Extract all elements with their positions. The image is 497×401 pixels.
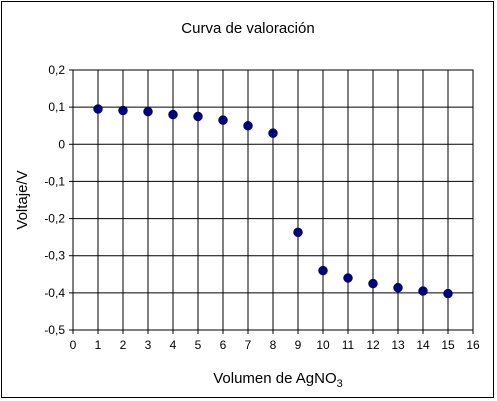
x-tick-label: 16: [466, 338, 480, 352]
x-tick-label: 1: [95, 338, 102, 352]
x-tick-label: 0: [70, 338, 77, 352]
data-point: [293, 227, 303, 238]
x-tick-labels: 0 1 2 3 4 5 6 7 8 9 10 11 12 13 14 15 16: [70, 338, 480, 352]
x-tick-label: 4: [170, 338, 177, 352]
y-tick-label: 0,1: [48, 100, 65, 114]
y-tick-label: -0,4: [44, 286, 65, 300]
x-axis-label-main: Volumen de AgNO: [213, 370, 336, 387]
data-points: [93, 104, 453, 299]
x-axis-label: Volumen de AgNO3: [213, 370, 343, 390]
data-point: [193, 111, 203, 122]
y-axis-label: Voltaje/V: [14, 170, 31, 229]
data-point: [368, 278, 378, 289]
x-tick-label: 14: [416, 338, 430, 352]
x-tick-label: 2: [120, 338, 127, 352]
x-tick-label: 6: [220, 338, 227, 352]
y-tick-label: 0,2: [48, 63, 65, 77]
y-tick-label: -0,1: [44, 174, 65, 188]
data-point: [318, 265, 328, 276]
x-tick-label: 3: [145, 338, 152, 352]
x-tick-label: 11: [342, 338, 355, 352]
data-point: [443, 288, 453, 299]
x-tick-label: 10: [316, 338, 330, 352]
data-point: [418, 286, 428, 296]
data-point: [218, 115, 228, 125]
x-axis-label-subscript: 3: [337, 378, 343, 390]
x-tick-label: 7: [245, 338, 252, 352]
y-tick-label: -0,5: [44, 323, 65, 337]
data-point: [268, 128, 278, 138]
data-point: [393, 282, 403, 293]
x-tick-label: 12: [366, 338, 380, 352]
y-tick-label: 0: [58, 137, 65, 151]
x-tick-label: 8: [270, 338, 277, 352]
x-tick-label: 9: [295, 338, 302, 352]
y-tick-label: -0,3: [44, 249, 65, 263]
y-tick-labels: 0,2 0,1 0 -0,1 -0,2 -0,3 -0,4 -0,5: [44, 63, 65, 337]
data-point: [118, 105, 128, 116]
x-tick-label: 15: [441, 338, 455, 352]
data-point: [143, 106, 153, 117]
data-point: [243, 120, 253, 131]
chart-title: Curva de valoración: [181, 20, 314, 37]
y-tick-label: -0,2: [44, 212, 65, 226]
data-point: [93, 104, 103, 114]
data-point: [343, 273, 353, 283]
x-tick-label: 5: [195, 338, 202, 352]
data-point: [168, 109, 178, 120]
x-tick-label: 13: [391, 338, 405, 352]
horizontal-gridlines: [69, 69, 473, 331]
